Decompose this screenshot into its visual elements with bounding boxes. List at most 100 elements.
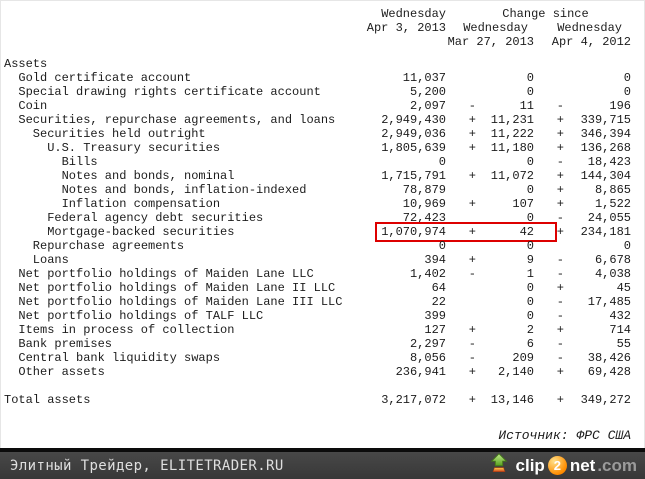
sign-change-apr-4-2012: + (556, 169, 564, 183)
value-change-apr-4-2012: 38,426 (587, 351, 631, 365)
row-label: U.S. Treasury securities (47, 141, 221, 155)
value-change-mar-27-2013: 42 (519, 225, 534, 239)
value-change-apr-4-2012: 17,485 (587, 295, 631, 309)
value-change-apr-4-2012: 234,181 (580, 225, 631, 239)
clip2net-logo: clip 2 net .com (488, 452, 637, 479)
value-change-mar-27-2013: 1 (526, 267, 534, 281)
value-apr-3-2013: 127 (424, 323, 446, 337)
value-apr-3-2013: 78,879 (402, 183, 446, 197)
value-change-mar-27-2013: 107 (512, 197, 534, 211)
table-row: Net portfolio holdings of Maiden Lane II… (1, 281, 644, 295)
value-apr-3-2013: 22 (431, 295, 446, 309)
row-label: Coin (18, 99, 48, 113)
sign-change-apr-4-2012: - (556, 211, 564, 225)
table-row: Coin 2,097 - 11 - 196 (1, 99, 644, 113)
logo-com-text: .com (597, 455, 637, 475)
table-body: Assets Gold certificate account 11,037 0… (1, 57, 644, 407)
value-apr-3-2013: 236,941 (395, 365, 446, 379)
value-apr-3-2013: 394 (424, 253, 446, 267)
value-change-apr-4-2012: 714 (609, 323, 631, 337)
table-row: Mortgage-backed securities 1,070,974 + 4… (1, 222, 644, 242)
value-apr-3-2013: 399 (424, 309, 446, 323)
sign-change-apr-4-2012: + (556, 393, 564, 407)
value-change-mar-27-2013: 2,140 (497, 365, 534, 379)
row-label: Assets (4, 57, 48, 71)
sign-change-mar-27-2013 (446, 155, 476, 169)
value-change-mar-27-2013: 11,222 (490, 127, 534, 141)
row-label: Net portfolio holdings of TALF LLC (18, 309, 264, 323)
sign-change-apr-4-2012: - (556, 253, 564, 267)
clip2net-2-badge: 2 (547, 456, 567, 475)
sign-change-apr-4-2012: + (556, 225, 564, 239)
sign-change-mar-27-2013 (446, 281, 476, 295)
value-change-apr-4-2012: 45 (616, 281, 631, 295)
value-change-mar-27-2013: 0 (526, 281, 534, 295)
value-apr-3-2013: 1,805,639 (381, 141, 446, 155)
header-row-1: Wednesday Change since (1, 7, 644, 21)
sign-change-apr-4-2012: - (556, 309, 564, 323)
value-apr-3-2013: 1,715,791 (381, 169, 446, 183)
value-change-mar-27-2013: 0 (526, 183, 534, 197)
row-label: Notes and bonds, nominal (61, 169, 235, 183)
row-label: Mortgage-backed securities (47, 225, 235, 239)
sign-change-apr-4-2012: - (556, 267, 564, 281)
value-change-apr-4-2012: 144,304 (580, 169, 631, 183)
row-label: Repurchase agreements (32, 239, 185, 253)
header-spacer (4, 21, 356, 35)
row-label: Notes and bonds, inflation-indexed (61, 183, 307, 197)
sign-change-apr-4-2012: + (556, 197, 564, 211)
value-apr-3-2013 (356, 57, 446, 71)
sign-change-mar-27-2013: + (468, 197, 476, 211)
row-label: Inflation compensation (61, 197, 221, 211)
sign-change-apr-4-2012 (534, 239, 564, 253)
value-change-apr-4-2012: 4,038 (594, 267, 631, 281)
sign-change-apr-4-2012: + (556, 323, 564, 337)
value-apr-3-2013: 10,969 (402, 197, 446, 211)
sign-change-mar-27-2013 (446, 71, 476, 85)
table-row: Items in process of collection 127 + 2 +… (1, 323, 644, 337)
sign-change-mar-27-2013 (446, 85, 476, 99)
sign-change-mar-27-2013: - (468, 267, 476, 281)
sign-change-mar-27-2013 (446, 295, 476, 309)
sign-change-mar-27-2013 (446, 239, 476, 253)
table-row: Other assets 236,941 + 2,140 + 69,428 (1, 365, 644, 379)
footer-bar: Элитный Трейдер, ELITETRADER.RU (0, 448, 645, 479)
row-label: Other assets (18, 365, 105, 379)
sign-change-apr-4-2012: + (556, 113, 564, 127)
sign-change-mar-27-2013: + (468, 393, 476, 407)
row-label: Items in process of collection (18, 323, 235, 337)
table-row: Bills 0 0 - 18,423 (1, 155, 644, 169)
row-label: Loans (32, 253, 69, 267)
value-change-apr-4-2012: 339,715 (580, 113, 631, 127)
header-col1-date: Apr 3, 2013 (366, 21, 446, 35)
row-label: Bills (61, 155, 98, 169)
value-change-mar-27-2013: 11 (519, 99, 534, 113)
value-apr-3-2013: 0 (438, 239, 446, 253)
value-change-mar-27-2013: 11,072 (490, 169, 534, 183)
value-change-mar-27-2013 (476, 57, 534, 71)
table-row: Net portfolio holdings of TALF LLC 399 0… (1, 309, 644, 323)
row-label: Securities, repurchase agreements, and l… (18, 113, 336, 127)
upload-arrow-icon (488, 452, 510, 479)
value-change-apr-4-2012: 18,423 (587, 155, 631, 169)
value-apr-3-2013: 1,070,974 (381, 225, 446, 239)
header-col3-date: Apr 4, 2012 (551, 35, 631, 49)
table-row: Notes and bonds, nominal 1,715,791 + 11,… (1, 169, 644, 183)
header-col2-line2: Wednesday (463, 21, 528, 35)
sign-change-apr-4-2012: + (556, 141, 564, 155)
sign-change-mar-27-2013: + (468, 365, 476, 379)
table-row: Net portfolio holdings of Maiden Lane LL… (1, 267, 644, 281)
value-apr-3-2013: 3,217,072 (381, 393, 446, 407)
sign-change-mar-27-2013: + (468, 323, 476, 337)
value-apr-3-2013: 11,037 (402, 71, 446, 85)
value-change-apr-4-2012: 55 (616, 337, 631, 351)
value-change-apr-4-2012: 8,865 (594, 183, 631, 197)
row-label: Central bank liquidity swaps (18, 351, 221, 365)
header-col1-line1: Wednesday (381, 7, 446, 21)
sign-change-mar-27-2013: - (468, 99, 476, 113)
header-spacer (356, 35, 446, 49)
row-label: Bank premises (18, 337, 113, 351)
sign-change-mar-27-2013: - (468, 337, 476, 351)
sign-change-mar-27-2013 (446, 183, 476, 197)
